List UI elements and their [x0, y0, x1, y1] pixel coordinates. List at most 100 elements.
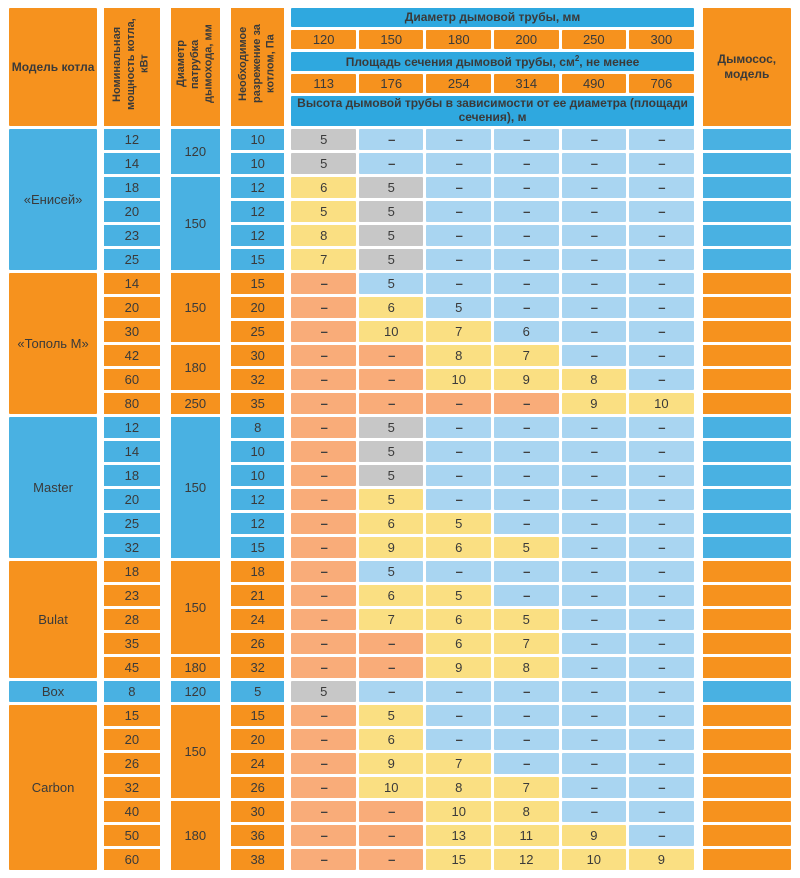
height-cell: – — [629, 368, 694, 390]
pipe-diameter-column-header: Диаметр патрубка дымохода, мм — [166, 8, 224, 126]
height-cell: – — [426, 416, 492, 438]
height-cell: – — [291, 440, 356, 462]
pipe-diameter-cell: 150 — [166, 560, 224, 654]
height-cell: – — [629, 224, 694, 246]
height-cell: – — [494, 248, 559, 270]
section-area-header-text: Площадь сечения дымовой трубы, см — [345, 54, 575, 69]
height-cell: 5 — [291, 152, 356, 174]
draft-cell: 15 — [226, 536, 289, 558]
table-row: 45 180 32– –9 8– – — [9, 656, 791, 678]
diameter-value: 200 — [494, 30, 559, 49]
height-cell: – — [291, 512, 356, 534]
table-row: 35 26– –6 7– – — [9, 632, 791, 654]
fan-cell — [696, 464, 791, 486]
height-cell: 6 — [358, 584, 424, 606]
pipe-diameter-cell: 180 — [166, 656, 224, 678]
power-cell: 18 — [100, 464, 164, 486]
height-cell: – — [426, 392, 492, 414]
height-cell: – — [561, 536, 627, 558]
height-cell: 10 — [358, 320, 424, 342]
height-cell: – — [358, 656, 424, 678]
height-cell: – — [494, 176, 559, 198]
draft-cell: 18 — [226, 560, 289, 582]
draft-cell: 12 — [226, 488, 289, 510]
fan-cell — [696, 248, 791, 270]
height-cell: 7 — [494, 344, 559, 366]
height-cell: 6 — [426, 608, 492, 630]
height-cell: 10 — [426, 368, 492, 390]
chimney-height-header: Высота дымовой трубы в зависимости от ее… — [291, 96, 694, 126]
height-cell: 6 — [358, 728, 424, 750]
height-cell: – — [358, 680, 424, 702]
height-cell: 5 — [358, 272, 424, 294]
power-column-header-label: Номинальная мощность котла, кВт — [111, 18, 151, 111]
pipe-diameter-cell: 120 — [166, 680, 224, 702]
height-cell: 10 — [561, 848, 627, 870]
height-cell: – — [494, 512, 559, 534]
section-area-sup: 2 — [574, 53, 580, 63]
fan-cell — [696, 848, 791, 870]
area-value: 176 — [358, 74, 424, 93]
height-cell: 7 — [494, 632, 559, 654]
draft-cell: 32 — [226, 368, 289, 390]
model-column-header: Модель котла — [9, 8, 98, 126]
height-cell: – — [358, 128, 424, 150]
height-cell: – — [494, 272, 559, 294]
height-cell: 10 — [426, 800, 492, 822]
pipe-diameter-column-header-label: Диаметр патрубка дымохода, мм — [174, 24, 215, 104]
height-cell: – — [291, 536, 356, 558]
power-cell: 60 — [100, 368, 164, 390]
diameter-value: 250 — [561, 30, 627, 49]
height-cell: – — [629, 416, 694, 438]
height-cell: – — [494, 464, 559, 486]
height-cell: – — [426, 728, 492, 750]
draft-cell: 12 — [226, 224, 289, 246]
area-value: 314 — [494, 74, 559, 93]
height-cell: – — [291, 560, 356, 582]
height-cell: – — [358, 368, 424, 390]
height-cell: 8 — [291, 224, 356, 246]
height-cell: – — [629, 824, 694, 846]
draft-cell: 24 — [226, 752, 289, 774]
fan-cell — [696, 344, 791, 366]
fan-cell — [696, 608, 791, 630]
height-cell: 5 — [358, 200, 424, 222]
height-cell: 9 — [426, 656, 492, 678]
height-cell: 9 — [561, 392, 627, 414]
power-column-header: Номинальная мощность котла, кВт — [100, 8, 164, 126]
height-cell: 5 — [358, 224, 424, 246]
height-cell: – — [629, 440, 694, 462]
power-cell: 8 — [100, 680, 164, 702]
draft-cell: 38 — [226, 848, 289, 870]
height-cell: – — [629, 488, 694, 510]
table-row: 23 12 8 5– – – – — [9, 224, 791, 246]
table-row: 14 10 5– – – – – — [9, 152, 791, 174]
power-cell: 45 — [100, 656, 164, 678]
height-cell: – — [426, 200, 492, 222]
fan-cell — [696, 536, 791, 558]
height-cell: 10 — [629, 392, 694, 414]
height-cell: – — [629, 680, 694, 702]
fan-cell — [696, 176, 791, 198]
height-cell: – — [358, 800, 424, 822]
height-cell: – — [291, 800, 356, 822]
height-cell: 7 — [494, 776, 559, 798]
height-cell: – — [561, 584, 627, 606]
height-cell: – — [291, 608, 356, 630]
height-cell: – — [426, 680, 492, 702]
table-row: 32 15–9 6 5– – — [9, 536, 791, 558]
height-cell: – — [494, 392, 559, 414]
diameter-values-row: 120 150 180 200 250 300 — [9, 30, 791, 49]
draft-cell: 10 — [226, 152, 289, 174]
height-cell: – — [629, 200, 694, 222]
height-cell: – — [426, 248, 492, 270]
height-cell: – — [426, 176, 492, 198]
height-cell: – — [561, 224, 627, 246]
height-cell: 8 — [426, 344, 492, 366]
height-cell: – — [358, 632, 424, 654]
height-cell: 13 — [426, 824, 492, 846]
height-cell: 6 — [494, 320, 559, 342]
height-cell: – — [291, 776, 356, 798]
table-row: 60 38– –15 12 10 9 — [9, 848, 791, 870]
height-cell: 5 — [291, 680, 356, 702]
